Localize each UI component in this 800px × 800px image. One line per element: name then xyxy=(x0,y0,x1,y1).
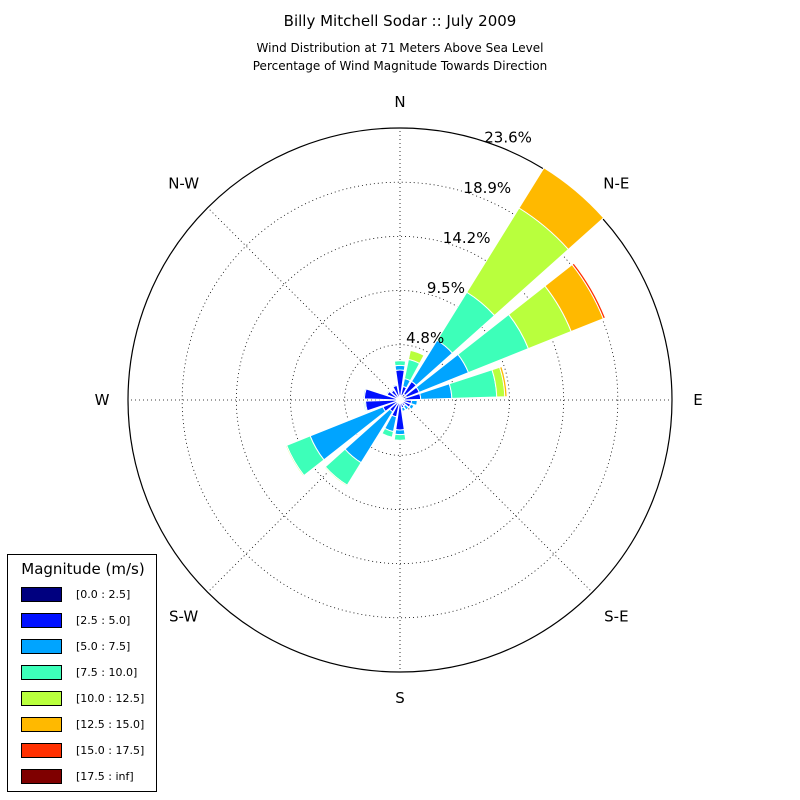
wind-bar-segment xyxy=(284,444,305,477)
radial-gridline xyxy=(207,399,401,593)
wind-bar-segment xyxy=(518,167,605,251)
legend-swatch xyxy=(21,587,62,602)
wind-rose-bars xyxy=(284,167,607,487)
legend-label: [7.5 : 10.0] xyxy=(76,666,138,679)
wind-bar-segment xyxy=(393,360,407,367)
legend-label: [12.5 : 15.0] xyxy=(76,718,145,731)
direction-label: W xyxy=(95,391,110,409)
radial-gridline xyxy=(399,399,593,593)
direction-label: S xyxy=(395,689,405,707)
wind-bar-segment xyxy=(499,365,508,398)
chart-subtitle-line-1: Wind Distribution at 71 Meters Above Sea… xyxy=(256,41,544,55)
legend: Magnitude (m/s) [0.0 : 2.5] [2.5 : 5.0] [5… xyxy=(7,554,157,792)
legend-label: [0.0 : 2.5] xyxy=(76,588,131,601)
wind-bar-segment xyxy=(394,429,406,436)
wind-bar-segment xyxy=(410,399,418,407)
wind-bar-segment xyxy=(407,349,425,365)
direction-labels: N N-E E S-E S S-W W N-W xyxy=(95,93,703,707)
legend-label: [2.5 : 5.0] xyxy=(76,614,131,627)
radial-grid-circle xyxy=(235,235,565,565)
radial-tick-label: 9.5% xyxy=(427,279,465,297)
radial-grid-circle xyxy=(290,290,510,510)
legend-label: [5.0 : 7.5] xyxy=(76,640,131,653)
chart-subtitle-line-2: Percentage of Wind Magnitude Towards Dir… xyxy=(252,59,548,73)
legend-swatch xyxy=(21,665,62,680)
legend-swatch xyxy=(21,639,62,654)
legend-swatch xyxy=(21,717,62,732)
direction-label: N xyxy=(394,93,405,111)
wind-bar-segment xyxy=(394,364,406,371)
wind-bar-segment xyxy=(402,403,410,411)
wind-bar-segment xyxy=(381,427,394,438)
polar-frame xyxy=(127,127,673,673)
legend-swatch xyxy=(21,743,62,758)
wind-bar-segment xyxy=(393,433,407,441)
wind-bar-segment xyxy=(391,383,398,388)
direction-label: N-W xyxy=(168,175,199,193)
chart-title: Billy Mitchell Sodar :: July 2009 xyxy=(283,12,517,30)
wind-bar-segment xyxy=(389,388,395,394)
radial-gridline xyxy=(207,207,401,401)
legend-title: Magnitude (m/s) xyxy=(21,560,145,578)
radial-tick-label: 23.6% xyxy=(484,129,532,147)
legend-swatch xyxy=(21,769,62,784)
direction-label: E xyxy=(693,391,702,409)
legend-label: [15.0 : 17.5] xyxy=(76,744,145,757)
radial-grid-circle xyxy=(344,344,456,456)
radial-tick-label: 18.9% xyxy=(464,179,512,197)
wind-bar-segment xyxy=(401,406,407,412)
wind-bar-segment xyxy=(362,400,367,413)
direction-label: S-E xyxy=(604,607,628,625)
radial-tick-label: 14.2% xyxy=(443,229,491,247)
wind-bar-segment xyxy=(323,466,348,487)
radial-grid-circle xyxy=(181,181,619,619)
direction-label: N-E xyxy=(603,175,629,193)
wind-bar-segment xyxy=(408,403,415,410)
radial-tick-label: 4.8% xyxy=(406,329,444,347)
radial-tick-labels: 4.8% 9.5% 14.2% 18.9% 23.6% xyxy=(406,129,532,347)
legend-label: [17.5 : inf] xyxy=(76,770,134,783)
wind-bar-segment xyxy=(571,262,607,320)
wind-bar-segment xyxy=(385,390,390,396)
legend-swatch xyxy=(21,691,62,706)
direction-label: S-W xyxy=(169,607,198,625)
legend-label: [10.0 : 12.5] xyxy=(76,692,145,705)
legend-swatch xyxy=(21,613,62,628)
wind-bar-segment xyxy=(362,387,367,400)
